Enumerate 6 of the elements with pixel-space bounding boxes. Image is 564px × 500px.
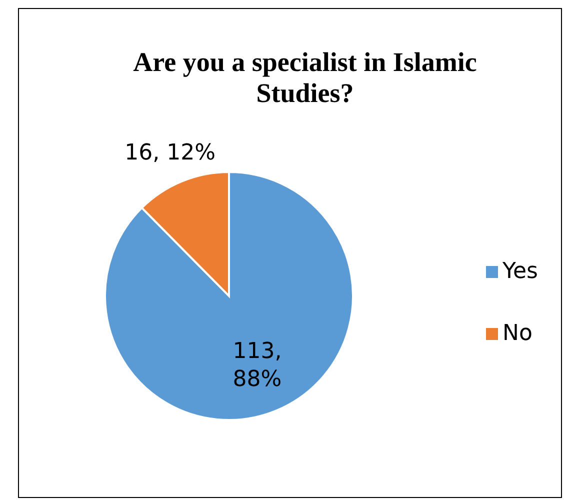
data-label: 16, 12% — [124, 140, 216, 166]
chart-title: Are you a specialist in Islamic Studies? — [132, 47, 478, 110]
legend-label: Yes — [502, 259, 538, 284]
data-label: 113, 88% — [232, 338, 282, 392]
legend-label: No — [502, 321, 532, 346]
pie-slice — [104, 171, 354, 421]
